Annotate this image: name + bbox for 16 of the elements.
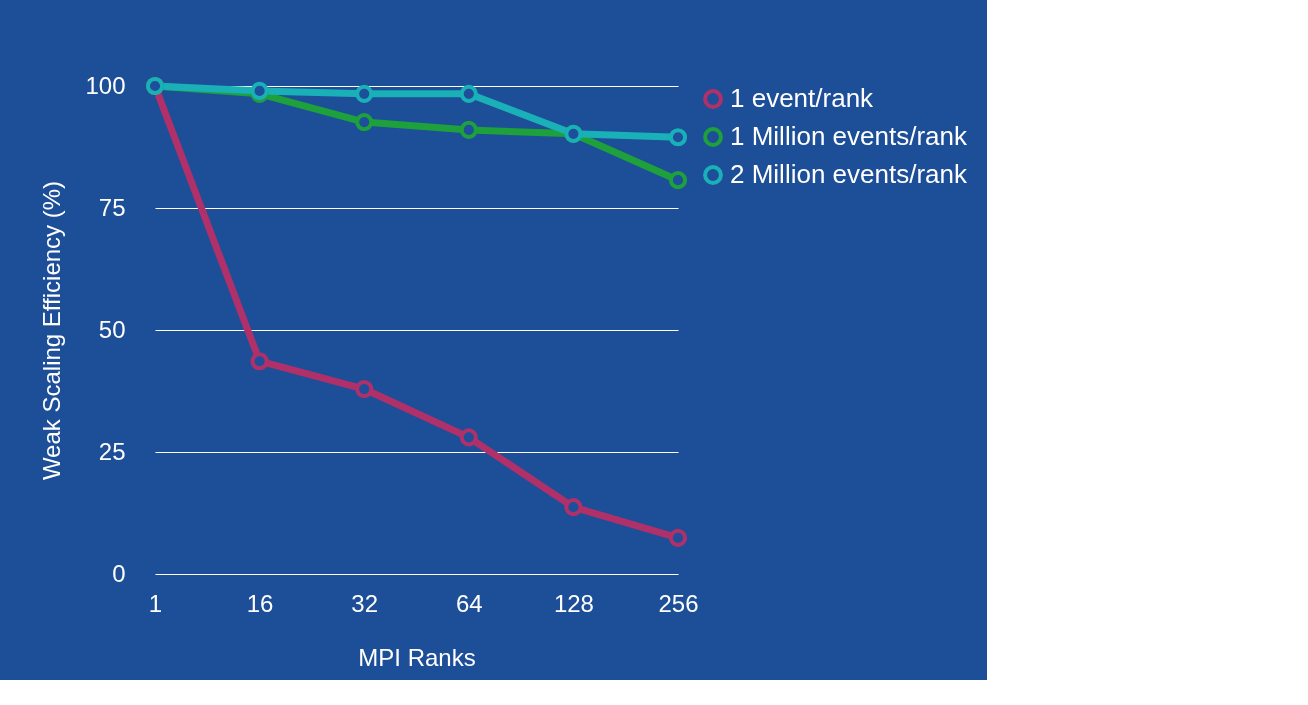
legend-label: 1 Million events/rank <box>730 121 968 151</box>
x-tick-label: 32 <box>351 589 379 617</box>
legend-label: 2 Million events/rank <box>730 159 968 189</box>
x-tick-label: 128 <box>553 589 594 617</box>
x-tick-label: 1 <box>148 589 163 617</box>
y-tick-label: 50 <box>98 315 126 343</box>
x-axis-title: MPI Ranks <box>358 643 476 671</box>
x-tick-label: 64 <box>455 589 483 617</box>
y-tick-label: 0 <box>112 559 126 587</box>
y-tick-label: 75 <box>98 193 126 221</box>
x-tick-label: 256 <box>658 589 699 617</box>
y-tick-label: 100 <box>85 71 126 99</box>
x-tick-label: 16 <box>246 589 274 617</box>
legend-label: 1 event/rank <box>730 83 875 113</box>
y-tick-label: 25 <box>98 437 126 465</box>
y-axis-title: Weak Scaling Efficiency (%) <box>38 180 66 481</box>
